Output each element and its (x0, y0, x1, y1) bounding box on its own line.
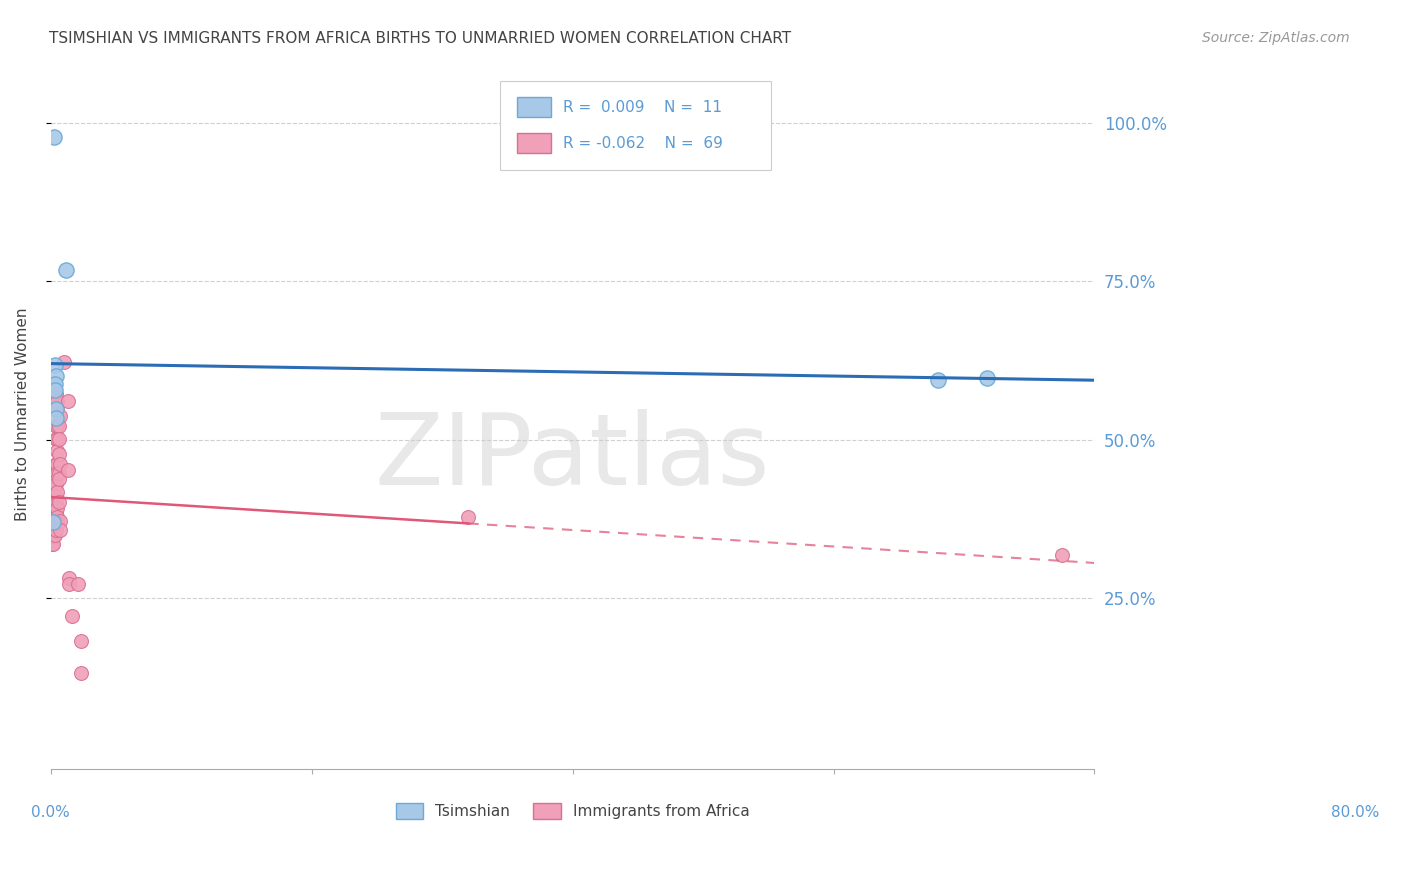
Point (55, 263, 77, 277)
Point (45, 510, 67, 524)
Point (44, 496, 66, 510)
Point (46, 457, 69, 471)
Point (41, 524, 63, 539)
Point (44, 515, 66, 529)
FancyBboxPatch shape (517, 97, 551, 117)
Point (41, 502, 63, 516)
Point (48, 495, 70, 509)
Point (42, 486, 65, 500)
Point (56, 463, 79, 477)
Point (69, 665, 91, 680)
Point (46, 402, 69, 417)
Point (45, 369, 67, 384)
Text: ZIPatlas: ZIPatlas (375, 409, 770, 506)
Point (44, 384, 66, 398)
Point (48, 472, 70, 486)
Point (46, 501, 69, 516)
Point (44, 504, 66, 518)
Point (45, 469, 67, 483)
Point (42, 495, 65, 509)
Point (48, 418, 70, 433)
Point (49, 457, 72, 471)
Point (46, 418, 69, 433)
Point (48, 432, 70, 446)
Point (48, 466, 70, 480)
Point (46, 432, 69, 446)
Point (46, 393, 69, 408)
Text: 0.0%: 0.0% (31, 805, 70, 820)
Point (41, 537, 63, 551)
Point (42, 129, 65, 144)
Point (45, 523, 67, 537)
Y-axis label: Births to Unmarried Women: Births to Unmarried Women (15, 308, 30, 521)
Point (45, 402, 67, 417)
FancyBboxPatch shape (499, 81, 770, 169)
Point (41, 529, 63, 543)
Point (44, 377, 66, 392)
Text: 80.0%: 80.0% (1331, 805, 1379, 820)
Point (45, 396, 67, 410)
Point (44, 510, 66, 524)
Point (44, 528, 66, 542)
Text: Source: ZipAtlas.com: Source: ZipAtlas.com (1202, 31, 1350, 45)
Point (60, 609, 83, 624)
Point (46, 516, 69, 531)
Point (45, 387, 67, 401)
Point (45, 489, 67, 503)
Point (45, 418, 67, 433)
Point (46, 484, 69, 499)
Point (42, 529, 65, 543)
Point (42, 537, 65, 551)
Point (45, 504, 67, 518)
Point (49, 409, 72, 423)
Point (1050, 548, 1073, 562)
Point (48, 447, 70, 461)
Point (58, 577, 80, 591)
Point (45, 457, 67, 471)
Point (41, 512, 63, 526)
Point (42, 515, 65, 529)
Point (41, 518, 63, 533)
Point (44, 489, 66, 503)
Point (457, 510, 479, 524)
Point (46, 510, 69, 524)
Point (42, 523, 65, 537)
Point (41, 496, 63, 510)
Point (49, 523, 72, 537)
Point (976, 370, 998, 384)
Point (49, 514, 72, 528)
Point (45, 477, 67, 491)
Point (42, 515, 65, 529)
Point (46, 466, 69, 480)
Point (42, 504, 65, 518)
Text: TSIMSHIAN VS IMMIGRANTS FROM AFRICA BIRTHS TO UNMARRIED WOMEN CORRELATION CHART: TSIMSHIAN VS IMMIGRANTS FROM AFRICA BIRT… (49, 31, 792, 46)
Legend: Tsimshian, Immigrants from Africa: Tsimshian, Immigrants from Africa (389, 797, 755, 825)
Point (45, 516, 67, 531)
Point (45, 498, 67, 512)
Point (927, 373, 949, 387)
Text: R =  0.009    N =  11: R = 0.009 N = 11 (564, 100, 723, 115)
Point (45, 432, 67, 446)
Point (45, 410, 67, 425)
Point (44, 522, 66, 536)
Point (52, 355, 75, 369)
Point (58, 571, 80, 585)
Point (42, 510, 65, 524)
Text: R = -0.062    N =  69: R = -0.062 N = 69 (564, 136, 723, 151)
FancyBboxPatch shape (517, 134, 551, 153)
Point (44, 480, 66, 494)
Point (56, 393, 79, 408)
Point (67, 577, 90, 591)
Point (46, 444, 69, 458)
Point (44, 358, 66, 372)
Point (41, 533, 63, 547)
Point (69, 634, 91, 648)
